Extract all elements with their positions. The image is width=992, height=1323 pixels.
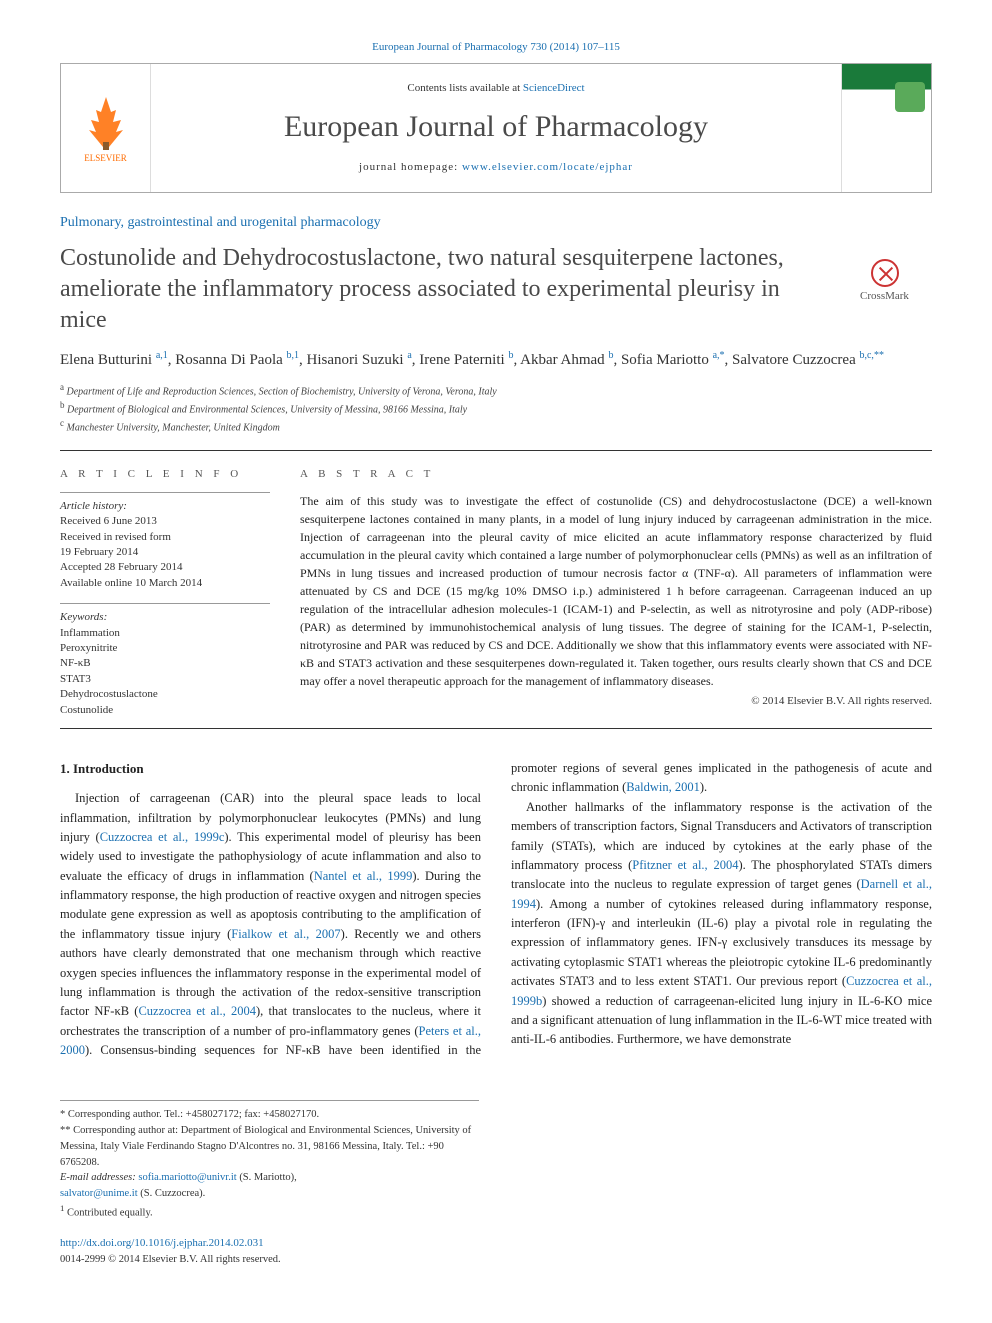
email-who: (S. Cuzzocrea).: [138, 1188, 206, 1199]
email-addresses-2: salvator@unime.it (S. Cuzzocrea).: [60, 1186, 479, 1202]
homepage-line: journal homepage: www.elsevier.com/locat…: [359, 160, 633, 175]
affiliation-b: b Department of Biological and Environme…: [60, 399, 932, 417]
contents-line: Contents lists available at ScienceDirec…: [407, 81, 584, 96]
affiliation-b-text: Department of Biological and Environment…: [67, 404, 467, 415]
journal-reference: European Journal of Pharmacology 730 (20…: [60, 40, 932, 55]
article-history: Article history: Received 6 June 2013 Re…: [60, 492, 270, 591]
doi-line: http://dx.doi.org/10.1016/j.ejphar.2014.…: [60, 1235, 479, 1252]
abstract: A B S T R A C T The aim of this study wa…: [300, 467, 932, 718]
homepage-link[interactable]: www.elsevier.com/locate/ejphar: [462, 161, 633, 173]
issn-copyright: 0014-2999 © 2014 Elsevier B.V. All right…: [60, 1252, 479, 1268]
email-link[interactable]: sofia.mariotto@univr.it: [138, 1172, 236, 1183]
history-line: Available online 10 March 2014: [60, 576, 270, 591]
doi-link[interactable]: http://dx.doi.org/10.1016/j.ejphar.2014.…: [60, 1237, 264, 1249]
keywords: Keywords: Inflammation Peroxynitrite NF-…: [60, 603, 270, 718]
keyword: Peroxynitrite: [60, 641, 270, 656]
journal-header: ELSEVIER Contents lists available at Sci…: [60, 63, 932, 193]
article-title: Costunolide and Dehydrocostuslactone, tw…: [60, 243, 932, 337]
homepage-prefix: journal homepage:: [359, 161, 462, 173]
email-label: E-mail addresses:: [60, 1172, 138, 1183]
journal-cover-thumbnail: [841, 64, 931, 192]
article-info-heading: A R T I C L E I N F O: [60, 467, 270, 482]
history-line: Received in revised form: [60, 530, 270, 545]
text: ) showed a reduction of carrageenan-elic…: [511, 994, 932, 1047]
citation-link[interactable]: Cuzzocrea et al., 1999c: [100, 830, 225, 844]
affiliation-a-text: Department of Life and Reproduction Scie…: [67, 386, 497, 397]
contrib-text: Contributed equally.: [67, 1207, 153, 1218]
affiliation-a: a Department of Life and Reproduction Sc…: [60, 381, 932, 399]
email-link[interactable]: salvator@unime.it: [60, 1188, 138, 1199]
keyword: Dehydrocostuslactone: [60, 687, 270, 702]
citation-link[interactable]: Pfitzner et al., 2004: [632, 858, 738, 872]
history-line: Received 6 June 2013: [60, 514, 270, 529]
citation-link[interactable]: Fialkow et al., 2007: [231, 927, 340, 941]
journal-title: European Journal of Pharmacology: [284, 106, 708, 148]
citation-link[interactable]: Baldwin, 2001: [626, 780, 700, 794]
elsevier-label: ELSEVIER: [84, 152, 127, 165]
section-heading-introduction: 1. Introduction: [60, 759, 481, 779]
keyword: STAT3: [60, 672, 270, 687]
keywords-label: Keywords:: [60, 610, 270, 625]
elsevier-tree-icon: [81, 92, 131, 152]
contents-prefix: Contents lists available at: [407, 82, 522, 94]
history-line: Accepted 28 February 2014: [60, 560, 270, 575]
crossmark-icon: [871, 259, 899, 287]
divider: [60, 728, 932, 729]
citation-link[interactable]: Cuzzocrea et al., 2004: [138, 1004, 256, 1018]
history-line: 19 February 2014: [60, 545, 270, 560]
article-info: A R T I C L E I N F O Article history: R…: [60, 467, 270, 718]
crossmark-badge[interactable]: CrossMark: [837, 259, 932, 304]
sciencedirect-link[interactable]: ScienceDirect: [523, 82, 585, 94]
body-paragraph: Another hallmarks of the inflammatory re…: [511, 798, 932, 1050]
elsevier-logo: ELSEVIER: [61, 64, 151, 192]
email-who: (S. Mariotto),: [237, 1172, 297, 1183]
crossmark-label: CrossMark: [860, 290, 909, 302]
affiliations: a Department of Life and Reproduction Sc…: [60, 381, 932, 436]
footnotes: * Corresponding author. Tel.: +458027172…: [60, 1100, 479, 1267]
affiliation-c-text: Manchester University, Manchester, Unite…: [67, 423, 280, 434]
contributed-equally: 1 Contributed equally.: [60, 1202, 479, 1221]
citation-link[interactable]: Nantel et al., 1999: [314, 869, 413, 883]
abstract-body: The aim of this study was to investigate…: [300, 492, 932, 690]
body-columns: 1. Introduction Injection of carrageenan…: [60, 759, 932, 1060]
corresponding-author-1: * Corresponding author. Tel.: +458027172…: [60, 1107, 479, 1123]
keyword: Costunolide: [60, 703, 270, 718]
corresponding-author-2: ** Corresponding author at: Department o…: [60, 1123, 479, 1170]
abstract-heading: A B S T R A C T: [300, 467, 932, 482]
keyword: NF-κB: [60, 656, 270, 671]
keyword: Inflammation: [60, 626, 270, 641]
authors: Elena Butturini a,1, Rosanna Di Paola b,…: [60, 349, 932, 371]
email-addresses: E-mail addresses: sofia.mariotto@univr.i…: [60, 1170, 479, 1186]
divider: [60, 450, 932, 451]
affiliation-c: c Manchester University, Manchester, Uni…: [60, 417, 932, 435]
section-label: Pulmonary, gastrointestinal and urogenit…: [60, 213, 932, 233]
history-label: Article history:: [60, 499, 270, 514]
text: ).: [700, 780, 707, 794]
abstract-copyright: © 2014 Elsevier B.V. All rights reserved…: [300, 694, 932, 709]
header-center: Contents lists available at ScienceDirec…: [151, 64, 841, 192]
